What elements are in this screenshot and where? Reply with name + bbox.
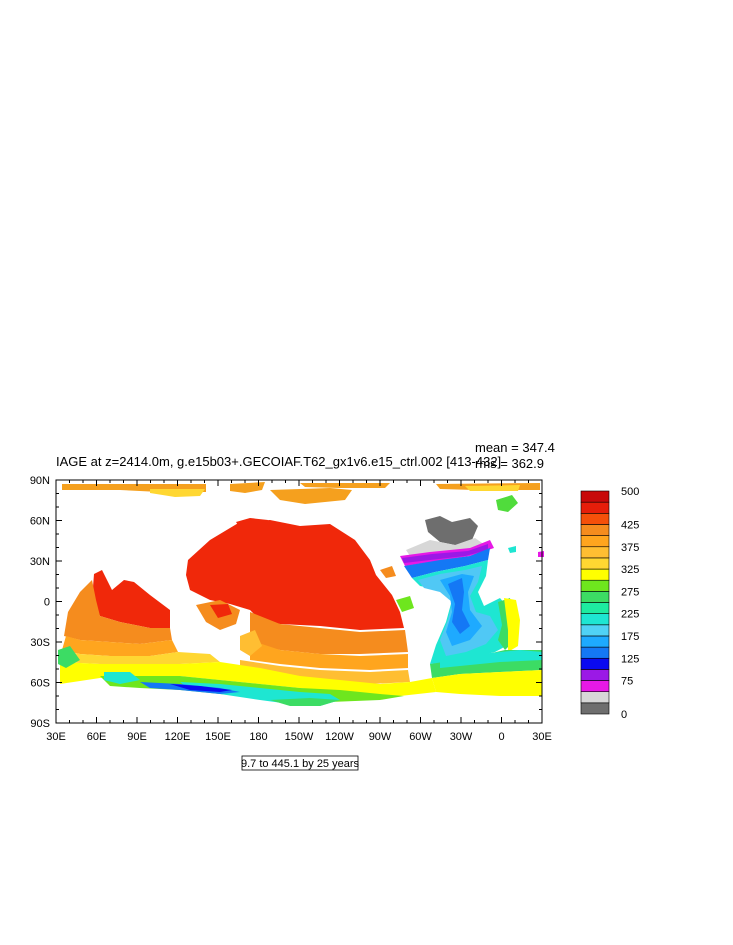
lon-label: 60E xyxy=(87,731,107,743)
atlantic-deep-blue xyxy=(448,578,470,634)
lon-label: 30E xyxy=(532,731,552,743)
plot-title: IAGE at z=2414.0m, g.e15b03+.GECOIAF.T62… xyxy=(56,454,501,469)
colorbar-box xyxy=(580,635,610,648)
contour-info: 9.7 to 445.1 by 25 years xyxy=(241,758,360,770)
pacific-red-northwest xyxy=(236,518,268,528)
colorbar-box xyxy=(580,568,610,581)
lat-label: 90N xyxy=(30,475,50,487)
mean-stat: mean = 347.4 xyxy=(475,440,555,455)
indian-atlantic-cyan xyxy=(440,650,542,668)
med-magenta xyxy=(538,551,544,557)
colorbar-label: 275 xyxy=(621,586,639,598)
southern-ocean-atlantic-yellow xyxy=(432,670,542,696)
lon-label: 90W xyxy=(369,731,392,743)
indian-orange xyxy=(64,580,172,644)
colorbar-labels: 500 425 375 325 275 225 175 125 75 0 xyxy=(621,486,639,721)
colorbar-label: 0 xyxy=(621,709,627,721)
caribbean-orange xyxy=(380,566,396,578)
colorbar-label: 75 xyxy=(621,676,633,688)
med-cyan xyxy=(508,546,516,553)
arctic-shelf-yellow xyxy=(150,489,205,497)
colorbar-box xyxy=(580,657,610,670)
colorbar-box xyxy=(580,546,610,559)
colorbar-box xyxy=(580,680,610,692)
labrador-gray-dark xyxy=(425,516,478,546)
south-atlantic-yellow xyxy=(504,598,520,652)
lon-label: 30W xyxy=(450,731,473,743)
colorbar-box xyxy=(580,613,610,626)
colorbar-label: 375 xyxy=(621,542,639,554)
lon-label: 60W xyxy=(409,731,432,743)
colorbar-box xyxy=(580,702,610,715)
colorbar-box xyxy=(580,624,610,637)
pacific-light-orange xyxy=(250,640,408,670)
lat-label: 60S xyxy=(30,678,50,690)
antarctic-green-east xyxy=(270,698,340,706)
colorbar-label: 325 xyxy=(621,564,639,576)
indian-light-orange xyxy=(62,636,178,656)
colorbar-box xyxy=(580,557,610,570)
rms-stat: rms = 362.9 xyxy=(475,456,544,471)
colorbar-label: 500 xyxy=(621,486,639,498)
lon-label: 0 xyxy=(498,731,504,743)
colorbar-box xyxy=(580,646,610,659)
lat-label: 60N xyxy=(30,516,50,528)
southern-yellow-west xyxy=(60,662,436,696)
indian-gold xyxy=(60,650,220,664)
colorbar-box xyxy=(580,669,610,681)
lat-label: 0 xyxy=(44,597,50,609)
indian-red xyxy=(92,570,170,628)
colorbar-box xyxy=(580,524,610,536)
pacific-orange-band xyxy=(250,612,408,654)
colorbar-box xyxy=(580,579,610,592)
indian-southern-cyan xyxy=(104,672,140,684)
colorbar-box xyxy=(580,691,610,704)
colorbar-box xyxy=(580,591,610,603)
lon-label: 90E xyxy=(127,731,147,743)
lon-label: 150W xyxy=(285,731,314,743)
indonesian-seas-red xyxy=(210,604,232,618)
lon-label: 180 xyxy=(249,731,267,743)
lon-label: 30E xyxy=(46,731,66,743)
axis-ticks xyxy=(55,479,543,724)
colorbar-box xyxy=(580,501,610,514)
arctic-atlantic-yellow xyxy=(465,485,520,491)
longitude-labels: 30E 60E 90E 120E 150E 180 150W 120W 90W 60W 30W 0 30… xyxy=(46,731,552,743)
lat-label: 30S xyxy=(30,637,50,649)
tasman-orange xyxy=(240,630,262,656)
colorbar-box xyxy=(580,602,610,614)
arctic-north-orange xyxy=(300,483,390,488)
map-panel: 90N 60N 30N 0 30S 60S 90S 30E 60E 90E 120E 150E 180… xyxy=(30,475,552,743)
colorbar-box xyxy=(580,490,610,503)
colorbar-label: 125 xyxy=(621,653,639,665)
indian-southern-green xyxy=(58,646,80,668)
gulf-stream-blue xyxy=(404,548,490,578)
colorbar-label: 175 xyxy=(621,631,639,643)
arctic-east-orange xyxy=(230,482,265,493)
lon-label: 120W xyxy=(325,731,354,743)
colorbar-box xyxy=(580,535,610,548)
colorbar xyxy=(580,490,610,715)
colorbar-box xyxy=(580,512,610,525)
north-atlantic-purple xyxy=(402,544,488,563)
colorbar-label: 425 xyxy=(621,519,639,531)
nordic-seas-green xyxy=(496,495,518,512)
pacific-red xyxy=(186,520,404,630)
lat-label: 30N xyxy=(30,556,50,568)
antarctic-deep-blue xyxy=(170,684,232,692)
arctic-central-orange xyxy=(270,488,352,504)
lon-label: 150E xyxy=(205,731,231,743)
latitude-labels: 90N 60N 30N 0 30S 60S 90S xyxy=(30,475,50,730)
contour-info-box xyxy=(241,755,359,771)
colorbar-label: 225 xyxy=(621,609,639,621)
lon-label: 120E xyxy=(165,731,191,743)
caribbean-green xyxy=(396,596,414,612)
lat-label: 90S xyxy=(30,718,50,730)
